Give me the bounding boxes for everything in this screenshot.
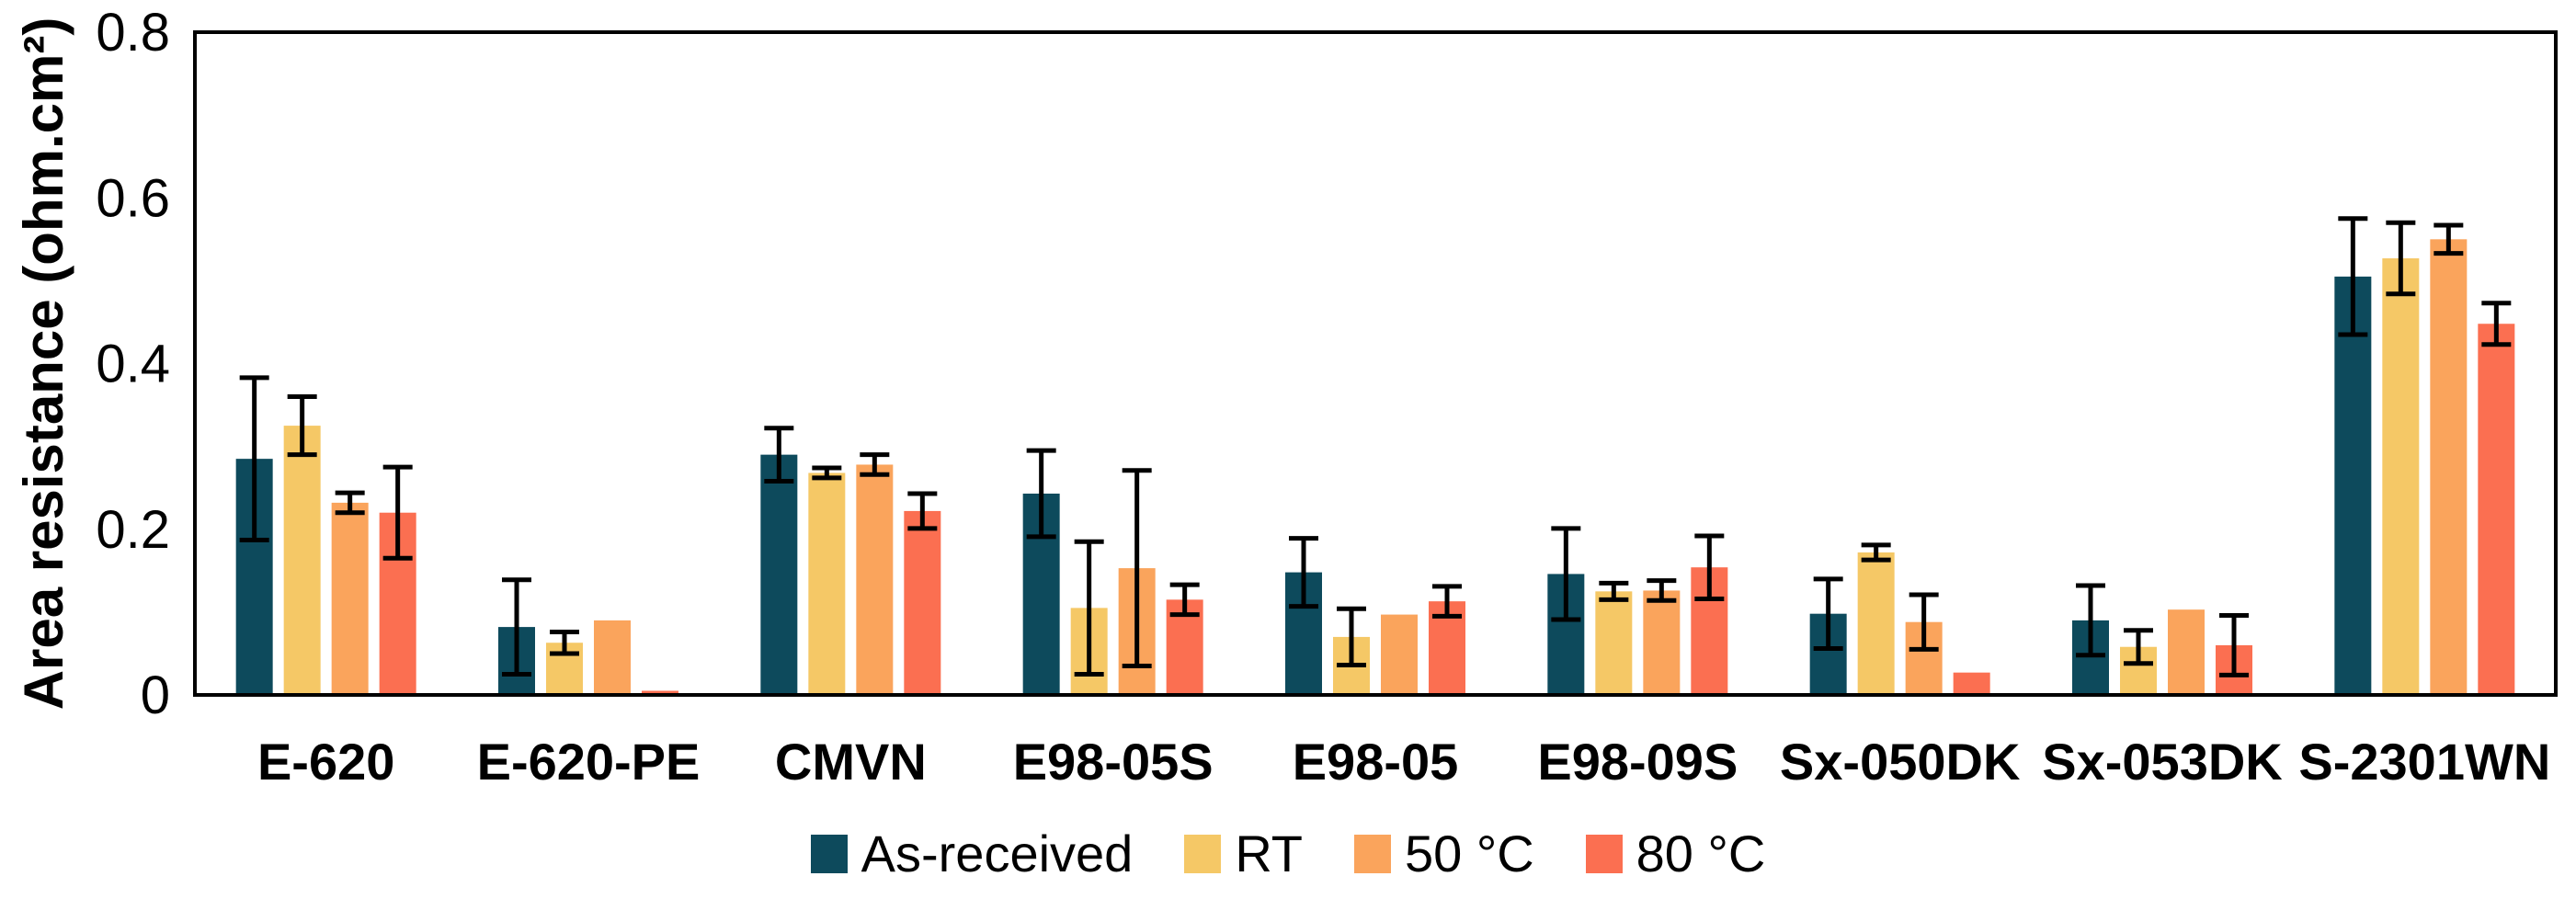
error-bar [1861, 542, 1891, 563]
legend-swatch [1585, 835, 1623, 873]
error-bar [1337, 606, 1366, 668]
x-category-label: E98-09S [1537, 733, 1738, 791]
error-bar [1289, 536, 1318, 609]
legend: As-received RT 50 °C 80 °C [0, 822, 2576, 886]
bar [1643, 590, 1681, 695]
legend-swatch [810, 835, 848, 873]
error-bar [1551, 526, 1581, 622]
error-bar [1169, 582, 1200, 618]
error-bar [812, 465, 842, 481]
bar [2382, 258, 2420, 695]
bar [331, 502, 369, 695]
error-bar [2386, 220, 2416, 297]
x-category-label: Sx-050DK [1780, 733, 2020, 791]
bar [2478, 324, 2515, 695]
error-bar [2219, 612, 2249, 677]
bar [642, 690, 678, 695]
x-category-label: CMVN [775, 733, 927, 791]
error-bar [1432, 584, 1462, 619]
x-category-label: E98-05S [1013, 733, 1214, 791]
y-tick-label: 0.2 [96, 500, 170, 560]
legend-label: 80 °C [1636, 825, 1766, 882]
error-bar [764, 426, 794, 484]
y-tick-label: 0.4 [96, 335, 170, 394]
legend-label: As-received [861, 825, 1134, 882]
bar [1381, 614, 1418, 695]
x-category-label: E-620-PE [477, 733, 701, 791]
error-bar [1074, 539, 1104, 677]
bar [283, 426, 321, 695]
bar [2334, 276, 2372, 695]
error-bar [550, 630, 579, 656]
legend-item: 50 °C [1353, 825, 1534, 882]
error-bar [1694, 533, 1725, 601]
y-tick-label: 0.6 [96, 168, 170, 228]
error-bar [1813, 576, 1843, 652]
legend-item: RT [1184, 828, 1303, 880]
error-bar [287, 394, 317, 458]
x-category-label: S-2301WN [2298, 733, 2550, 791]
error-bar [907, 491, 938, 531]
bar [760, 454, 798, 695]
plot-frame [193, 30, 2558, 697]
error-bar [2076, 583, 2105, 658]
bar [1953, 672, 1990, 695]
bar [1857, 552, 1895, 695]
error-bar [335, 490, 365, 516]
legend-item: 80 °C [1585, 825, 1766, 882]
bar [1595, 591, 1633, 695]
legend-swatch [1184, 835, 1222, 873]
error-bar [2124, 628, 2153, 666]
x-category-label: Sx-053DK [2042, 733, 2282, 791]
x-category-label: E-620 [257, 733, 394, 791]
error-bar [2434, 222, 2464, 256]
error-bar [1122, 468, 1152, 668]
error-bar [1909, 592, 1939, 652]
error-bar [2338, 216, 2368, 337]
error-bar [1599, 580, 1629, 602]
legend-item: As-received [810, 825, 1134, 882]
y-axis-title: Area resistance (ohm.cm²) [13, 17, 74, 711]
legend-swatch [1353, 835, 1391, 873]
bar-chart: Area resistance (ohm.cm²) 0 0.2 0.4 0.6 0.8 E-… [13, 3, 2558, 791]
bar [808, 472, 846, 695]
error-bar [1026, 448, 1056, 540]
bar [856, 464, 894, 695]
bar [904, 510, 941, 695]
bar [2168, 609, 2205, 695]
error-bar [502, 577, 531, 677]
x-category-label: E98-05 [1293, 733, 1459, 791]
legend-label: 50 °C [1404, 825, 1534, 882]
error-bar [1647, 578, 1677, 603]
error-bar [860, 452, 890, 477]
legend-label: RT [1235, 825, 1303, 882]
y-tick-label: 0 [141, 666, 170, 725]
bar [2430, 239, 2468, 695]
error-bar [239, 375, 269, 542]
bar [594, 620, 631, 695]
y-tick-label: 0.8 [96, 3, 170, 63]
error-bar [2481, 301, 2512, 347]
error-bar [382, 464, 413, 561]
